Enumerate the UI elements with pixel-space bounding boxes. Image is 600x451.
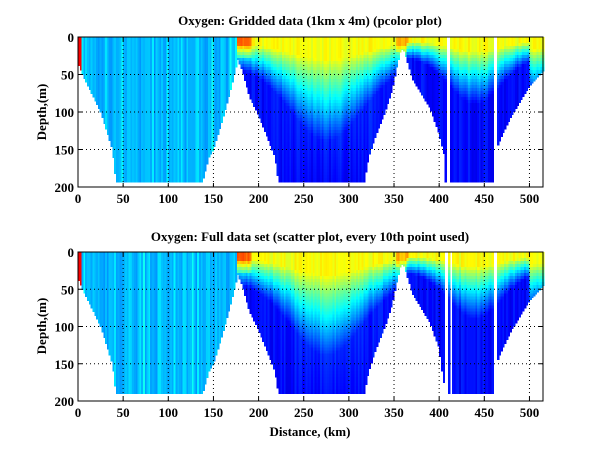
heatmap-cell [226, 100, 228, 104]
heatmap-cell [206, 160, 208, 164]
heatmap-cell [213, 142, 215, 146]
heatmap-cell [230, 88, 232, 90]
plot-gridded-pcolor: Oxygen: Gridded data (1km x 4m) (pcolor … [34, 13, 544, 206]
heatmap-cell [215, 139, 217, 141]
chart-title: Oxygen: Gridded data (1km x 4m) (pcolor … [178, 13, 442, 28]
heatmap-cell [215, 136, 217, 140]
figure-canvas: Oxygen: Gridded data (1km x 4m) (pcolor … [0, 0, 600, 451]
heatmap-cell [203, 178, 205, 179]
y-axis-label: Depth,(m) [34, 84, 49, 141]
heatmap-cell [204, 166, 206, 170]
heatmap-cell [231, 76, 233, 80]
heatmap-cell [203, 172, 205, 176]
heatmap-cell [217, 133, 219, 135]
heatmap-cell [221, 121, 223, 123]
heatmap-cell [224, 106, 226, 110]
heatmap-cell [228, 91, 230, 95]
heatmap-cell [206, 157, 208, 161]
heatmap-cell [203, 175, 205, 179]
heatmap-cell [233, 70, 235, 74]
heatmap-cell [204, 169, 206, 172]
heatmap-cell [235, 61, 237, 65]
heatmap-cell [217, 130, 219, 134]
heatmap-cell [221, 118, 223, 122]
heatmap-cell [219, 127, 221, 129]
heatmap-cell [222, 115, 224, 117]
heatmap-cell [226, 97, 228, 101]
heatmap-cell [208, 154, 210, 158]
heatmap-cell [219, 124, 221, 128]
heatmap-cell [210, 151, 212, 155]
heatmap-cell [228, 94, 230, 97]
heatmap-cell [201, 181, 203, 182]
heatmap-cell [235, 64, 237, 68]
heatmap-cell [230, 85, 232, 89]
heatmap-cell [206, 163, 208, 165]
heatmap-cell [230, 82, 232, 86]
heatmap-cell [222, 112, 224, 116]
heatmap-cell [224, 109, 226, 110]
heatmap-cells [78, 37, 544, 182]
heatmap-cell [226, 103, 228, 104]
heatmap-cell [231, 79, 233, 83]
figure: Oxygen: Gridded data (1km x 4m) (pcolor … [0, 0, 600, 451]
heatmap-cell [233, 67, 235, 71]
